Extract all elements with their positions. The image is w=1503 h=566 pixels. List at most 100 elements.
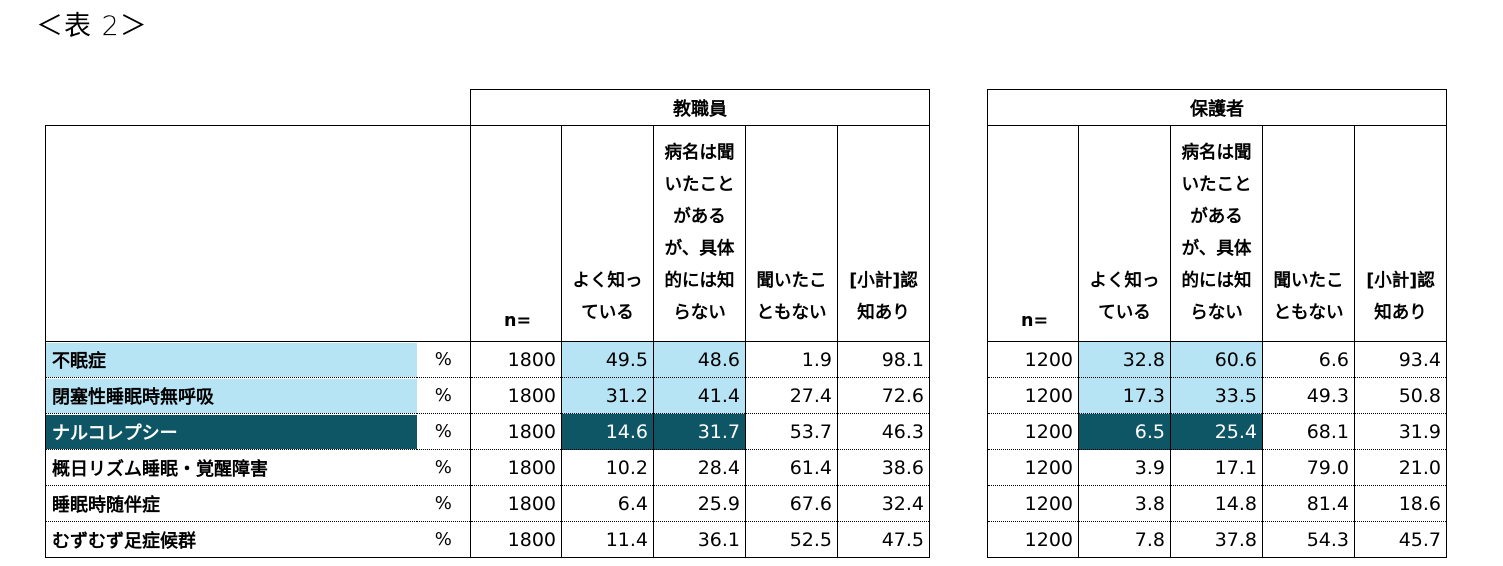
header-unit-blank xyxy=(416,125,471,342)
row-label: 睡眠時随伴症 xyxy=(45,485,417,522)
row-label: ナルコレプシー xyxy=(45,413,417,450)
value-cell: 53.7 xyxy=(745,413,838,450)
value-cell: 72.6 xyxy=(837,377,930,414)
table-row: 睡眠時随伴症% 1800 6.4 25.9 67.6 32.4 xyxy=(45,485,930,522)
row-label-text: 閉塞性睡眠時無呼吸 xyxy=(46,378,417,413)
page-title: ＜表 2＞ xyxy=(36,11,148,42)
sample-size: 1200 xyxy=(987,377,1079,414)
value-cell: 68.1 xyxy=(1262,413,1355,450)
header-subtotal-aware: [小計]認 知あり xyxy=(837,125,930,342)
value-cell: 14.8 xyxy=(1170,485,1263,522)
table-row: むずむず足症候群% 1800 11.4 36.1 52.5 47.5 xyxy=(45,521,930,558)
row-label: 閉塞性睡眠時無呼吸 xyxy=(45,377,417,414)
unit-label: % xyxy=(416,521,471,558)
value-cell: 41.4 xyxy=(653,377,746,414)
value-cell: 27.4 xyxy=(745,377,838,414)
teachers-table: 教職員 n= よく知っ ている 病名は聞 いたこと がある が、具体 的には知 らない 聞い… xyxy=(45,89,930,558)
table-row: 閉塞性睡眠時無呼吸% 1800 31.2 41.4 27.4 72.6 xyxy=(45,377,930,414)
value-cell: 61.4 xyxy=(745,449,838,486)
header-n: n= xyxy=(987,125,1079,342)
header-well-known: よく知っ ている xyxy=(1078,125,1171,342)
value-cell: 3.8 xyxy=(1078,485,1171,522)
sample-size: 1800 xyxy=(470,485,562,522)
value-cell: 93.4 xyxy=(1354,341,1447,378)
value-cell: 38.6 xyxy=(837,449,930,486)
sample-size: 1200 xyxy=(987,485,1079,522)
value-cell: 60.6 xyxy=(1170,341,1263,378)
sample-size: 1200 xyxy=(987,449,1079,486)
table-row: 1200 3.8 14.8 81.4 18.6 xyxy=(987,485,1447,522)
value-cell: 32.4 xyxy=(837,485,930,522)
value-cell: 46.3 xyxy=(837,413,930,450)
value-cell: 7.8 xyxy=(1078,521,1171,558)
row-label-text: 睡眠時随伴症 xyxy=(52,494,160,516)
sample-size: 1800 xyxy=(470,341,562,378)
value-cell: 36.1 xyxy=(653,521,746,558)
table-row: 1200 3.9 17.1 79.0 21.0 xyxy=(987,449,1447,486)
header-heard-name: 病名は聞 いたこと がある が、具体 的には知 らない xyxy=(1170,125,1263,342)
value-cell: 48.6 xyxy=(653,341,746,378)
value-cell: 81.4 xyxy=(1262,485,1355,522)
value-cell: 47.5 xyxy=(837,521,930,558)
value-cell: 67.6 xyxy=(745,485,838,522)
sample-size: 1800 xyxy=(470,377,562,414)
value-cell: 10.2 xyxy=(561,449,654,486)
value-cell: 18.6 xyxy=(1354,485,1447,522)
value-cell: 37.8 xyxy=(1170,521,1263,558)
group-header-parents: 保護者 xyxy=(987,89,1447,126)
unit-label: % xyxy=(416,413,471,450)
parents-table: 保護者 n= よく知っ ている 病名は聞 いたこと がある が、具体 的には知 らない 聞い… xyxy=(987,89,1447,558)
row-label-text: むずむず足症候群 xyxy=(52,530,196,552)
value-cell: 25.4 xyxy=(1170,413,1263,450)
table-row: 1200 32.8 60.6 6.6 93.4 xyxy=(987,341,1447,378)
value-cell: 52.5 xyxy=(745,521,838,558)
value-cell: 11.4 xyxy=(561,521,654,558)
value-cell: 50.8 xyxy=(1354,377,1447,414)
unit-label: % xyxy=(416,485,471,522)
unit-label: % xyxy=(416,377,471,414)
value-cell: 25.9 xyxy=(653,485,746,522)
row-label-text: 概日リズム睡眠・覚醒障害 xyxy=(52,458,268,480)
value-cell: 6.6 xyxy=(1262,341,1355,378)
value-cell: 49.3 xyxy=(1262,377,1355,414)
sample-size: 1800 xyxy=(470,449,562,486)
row-label: 不眠症 xyxy=(45,341,417,378)
table-row: 1200 7.8 37.8 54.3 45.7 xyxy=(987,521,1447,558)
unit-label: % xyxy=(416,341,471,378)
sample-size: 1800 xyxy=(470,521,562,558)
value-cell: 79.0 xyxy=(1262,449,1355,486)
table-row: 不眠症% 1800 49.5 48.6 1.9 98.1 xyxy=(45,341,930,378)
value-cell: 1.9 xyxy=(745,341,838,378)
value-cell: 54.3 xyxy=(1262,521,1355,558)
row-label: むずむず足症候群 xyxy=(45,521,417,558)
header-blank xyxy=(45,125,417,342)
sample-size: 1200 xyxy=(987,521,1079,558)
value-cell: 98.1 xyxy=(837,341,930,378)
value-cell: 31.7 xyxy=(653,413,746,450)
value-cell: 31.2 xyxy=(561,377,654,414)
table-row: 1200 6.5 25.4 68.1 31.9 xyxy=(987,413,1447,450)
row-label-text: 不眠症 xyxy=(46,342,417,377)
value-cell: 49.5 xyxy=(561,341,654,378)
value-cell: 21.0 xyxy=(1354,449,1447,486)
header-never-heard: 聞いたこ ともない xyxy=(745,125,838,342)
unit-label: % xyxy=(416,449,471,486)
value-cell: 33.5 xyxy=(1170,377,1263,414)
header-subtotal-aware: [小計]認 知あり xyxy=(1354,125,1447,342)
value-cell: 31.9 xyxy=(1354,413,1447,450)
header-well-known: よく知っ ている xyxy=(561,125,654,342)
value-cell: 17.3 xyxy=(1078,377,1171,414)
table-row: ナルコレプシー% 1800 14.6 31.7 53.7 46.3 xyxy=(45,413,930,450)
sample-size: 1200 xyxy=(987,413,1079,450)
sample-size: 1800 xyxy=(470,413,562,450)
value-cell: 45.7 xyxy=(1354,521,1447,558)
value-cell: 17.1 xyxy=(1170,449,1263,486)
value-cell: 3.9 xyxy=(1078,449,1171,486)
value-cell: 6.4 xyxy=(561,485,654,522)
header-n: n= xyxy=(470,125,562,342)
table-row: 1200 17.3 33.5 49.3 50.8 xyxy=(987,377,1447,414)
table-row: 概日リズム睡眠・覚醒障害% 1800 10.2 28.4 61.4 38.6 xyxy=(45,449,930,486)
group-header-teachers: 教職員 xyxy=(470,89,930,126)
row-label: 概日リズム睡眠・覚醒障害 xyxy=(45,449,417,486)
row-label-text: ナルコレプシー xyxy=(46,414,417,449)
